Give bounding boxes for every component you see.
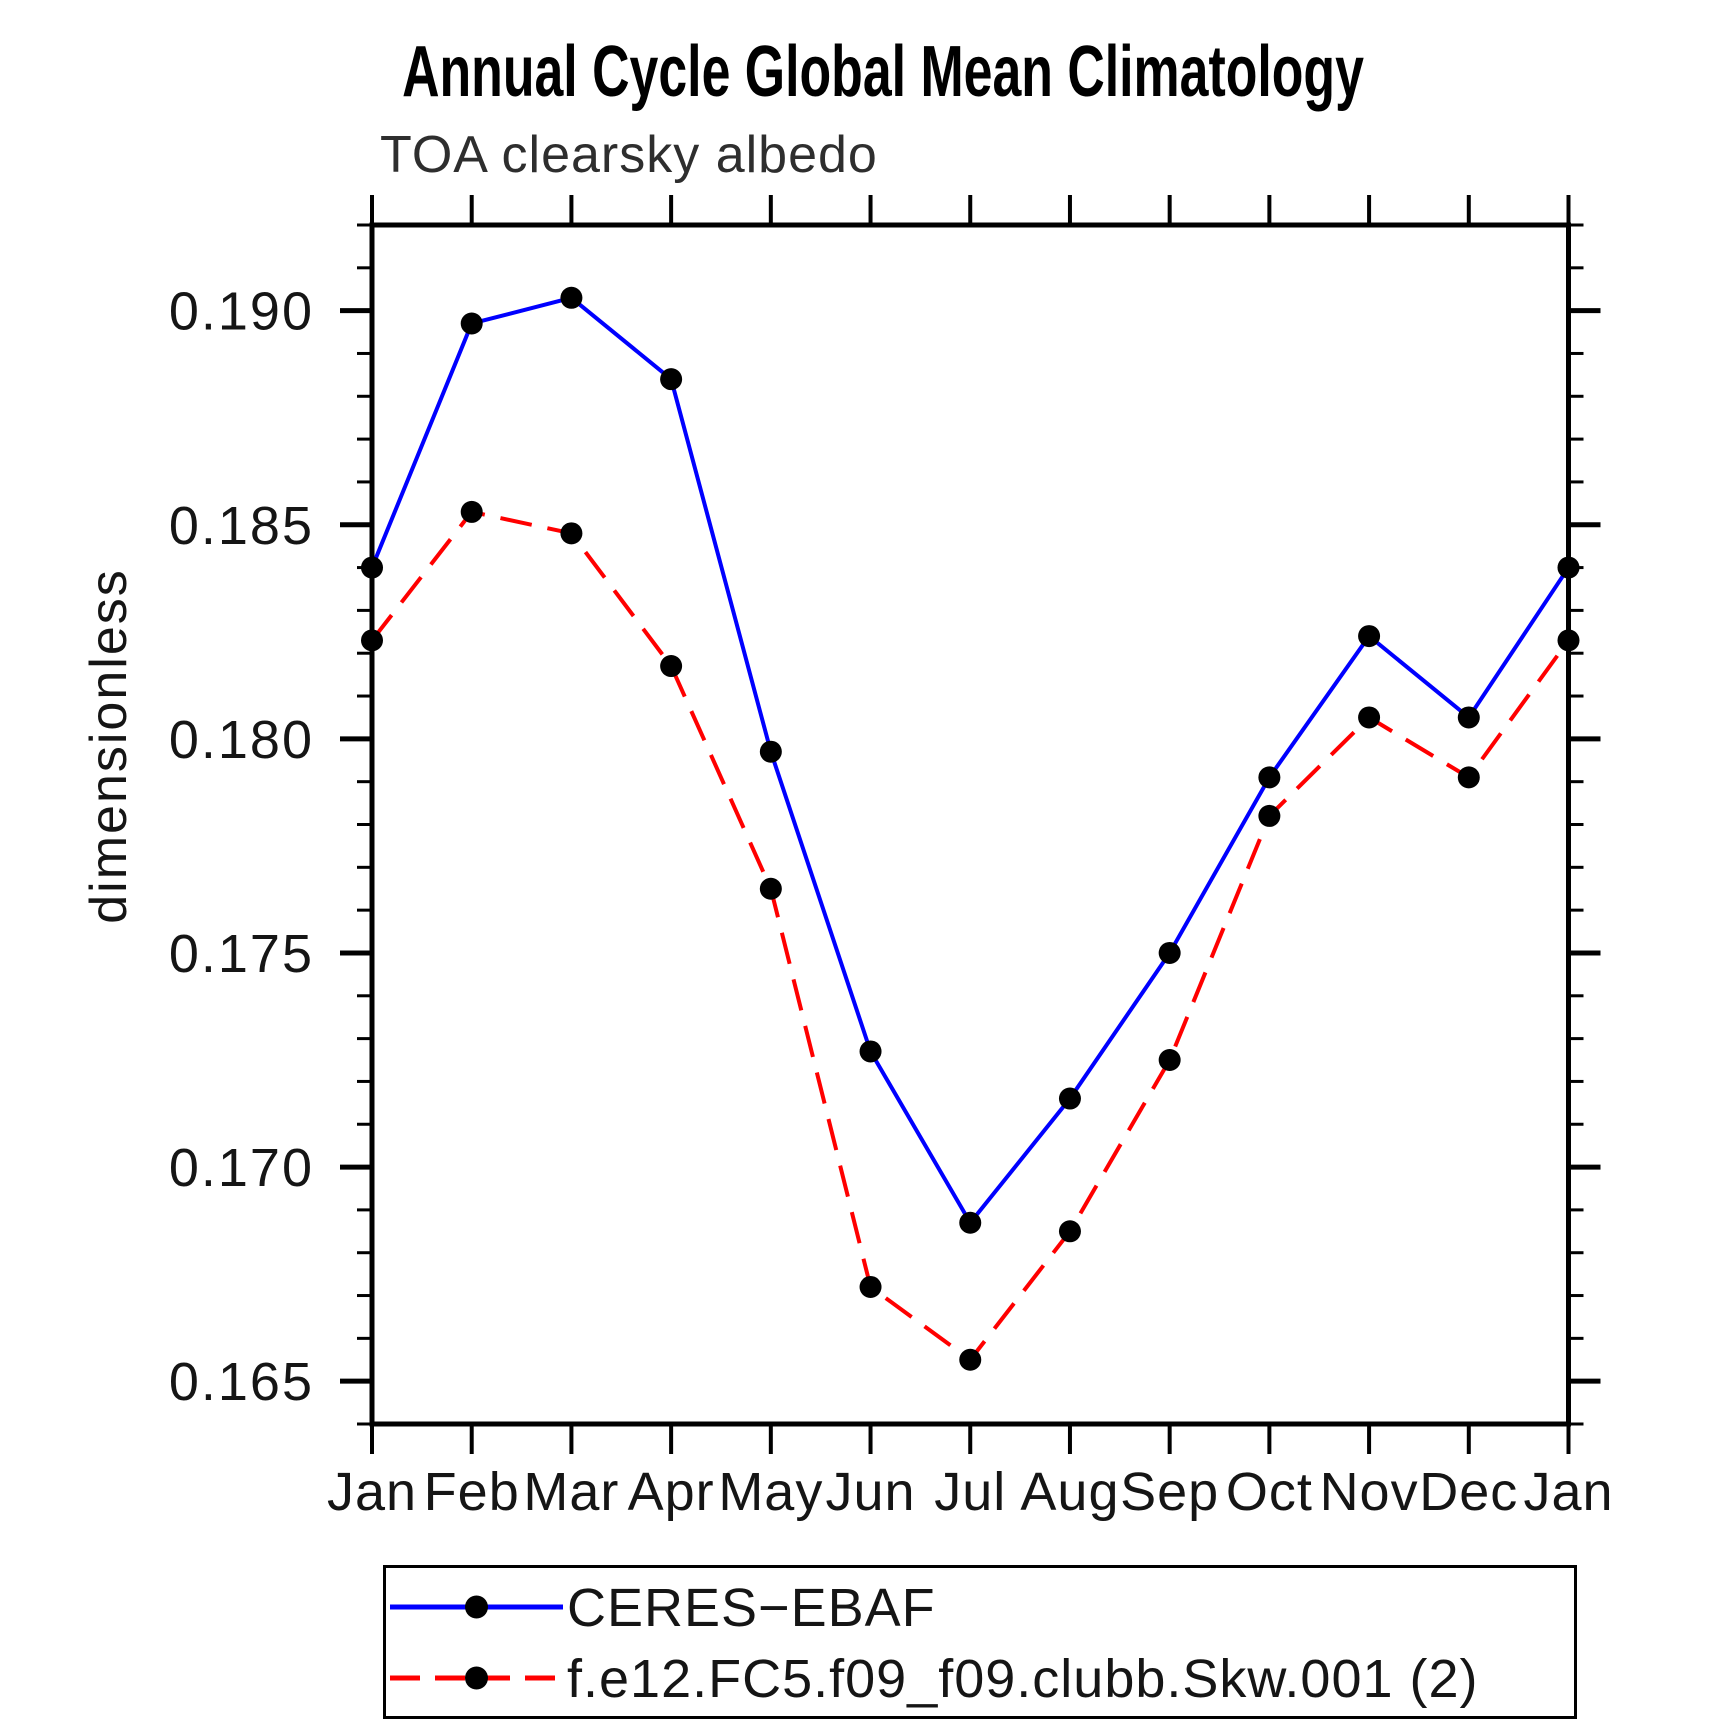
data-point-marker-obs <box>660 368 683 391</box>
data-point-marker-model <box>1358 706 1381 729</box>
legend-box <box>383 1565 1577 1719</box>
data-point-marker-model <box>959 1348 982 1371</box>
data-point-marker-model <box>759 877 782 900</box>
data-point-marker-model <box>1058 1220 1081 1243</box>
data-point-marker-model <box>1258 804 1281 827</box>
data-point-marker-obs <box>959 1211 982 1234</box>
y-tick-label: 0.185 <box>169 496 314 556</box>
x-tick-label: Apr <box>628 1462 715 1522</box>
legend: CERES−EBAF f.e12.FC5.f09_f09.clubb.Skw.0… <box>383 1565 1577 1719</box>
data-point-marker-model <box>1557 629 1580 652</box>
y-axis-title: dimensionless <box>80 568 138 924</box>
data-series <box>361 286 1580 1371</box>
data-point-marker-model <box>361 629 383 652</box>
x-tick-label: Sep <box>1120 1462 1219 1522</box>
data-point-marker-obs <box>1457 706 1480 729</box>
legend-marker-obs-icon <box>465 1595 488 1619</box>
series-line-obs <box>370 295 1571 1227</box>
x-tick-label: Mar <box>523 1462 619 1522</box>
data-point-marker-obs <box>1158 941 1181 964</box>
data-point-marker-obs <box>759 740 782 763</box>
data-point-marker-obs <box>1358 625 1381 648</box>
x-tick-labels: Jan Feb Mar Apr May Jun Jul Aug Sep Oct Nov Dec Jan <box>327 1462 1613 1522</box>
y-tick-label: 0.190 <box>169 282 314 342</box>
legend-marker-model-icon <box>465 1666 488 1690</box>
y-tick-label: 0.180 <box>169 710 314 770</box>
x-tick-label: Jan <box>1523 1462 1613 1522</box>
x-tick-label: Jul <box>934 1462 1006 1522</box>
chart-subtitle: TOA clearsky albedo <box>380 126 878 184</box>
x-tick-label: Feb <box>424 1462 520 1522</box>
x-tick-label: Oct <box>1226 1462 1313 1522</box>
chart-title: Annual Cycle Global Mean Climatology <box>402 32 1364 112</box>
x-tick-label: May <box>718 1462 823 1522</box>
data-point-marker-model <box>460 500 483 523</box>
x-tick-label: Jun <box>826 1462 916 1522</box>
data-point-marker-model <box>1158 1049 1181 1072</box>
data-point-marker-obs <box>460 312 483 335</box>
axes-frame <box>340 195 1601 1454</box>
data-point-marker-model <box>1457 766 1480 789</box>
plot-frame <box>369 222 1571 1427</box>
data-point-marker-obs <box>361 556 383 579</box>
data-point-marker-obs <box>1058 1087 1081 1110</box>
data-point-marker-obs <box>1258 766 1281 789</box>
data-point-marker-obs <box>560 286 583 309</box>
x-tick-label: Nov <box>1320 1462 1419 1522</box>
y-tick-labels: 0.165 0.170 0.175 0.180 0.185 0.190 <box>169 282 314 1413</box>
data-point-marker-obs <box>859 1040 882 1063</box>
y-tick-label: 0.170 <box>169 1138 314 1198</box>
y-tick-label: 0.165 <box>169 1352 314 1412</box>
legend-label-obs: CERES−EBAF <box>567 1578 936 1638</box>
y-tick-label: 0.175 <box>169 924 314 984</box>
x-tick-label: Jan <box>327 1462 417 1522</box>
data-point-marker-model <box>560 522 583 545</box>
data-point-marker-model <box>660 655 683 678</box>
data-point-marker-model <box>859 1275 882 1298</box>
x-tick-label: Aug <box>1020 1462 1119 1522</box>
legend-label-model: f.e12.FC5.f09_f09.clubb.Skw.001 (2) <box>567 1649 1479 1709</box>
data-point-marker-obs <box>1557 556 1580 579</box>
x-tick-label: Dec <box>1419 1462 1518 1522</box>
